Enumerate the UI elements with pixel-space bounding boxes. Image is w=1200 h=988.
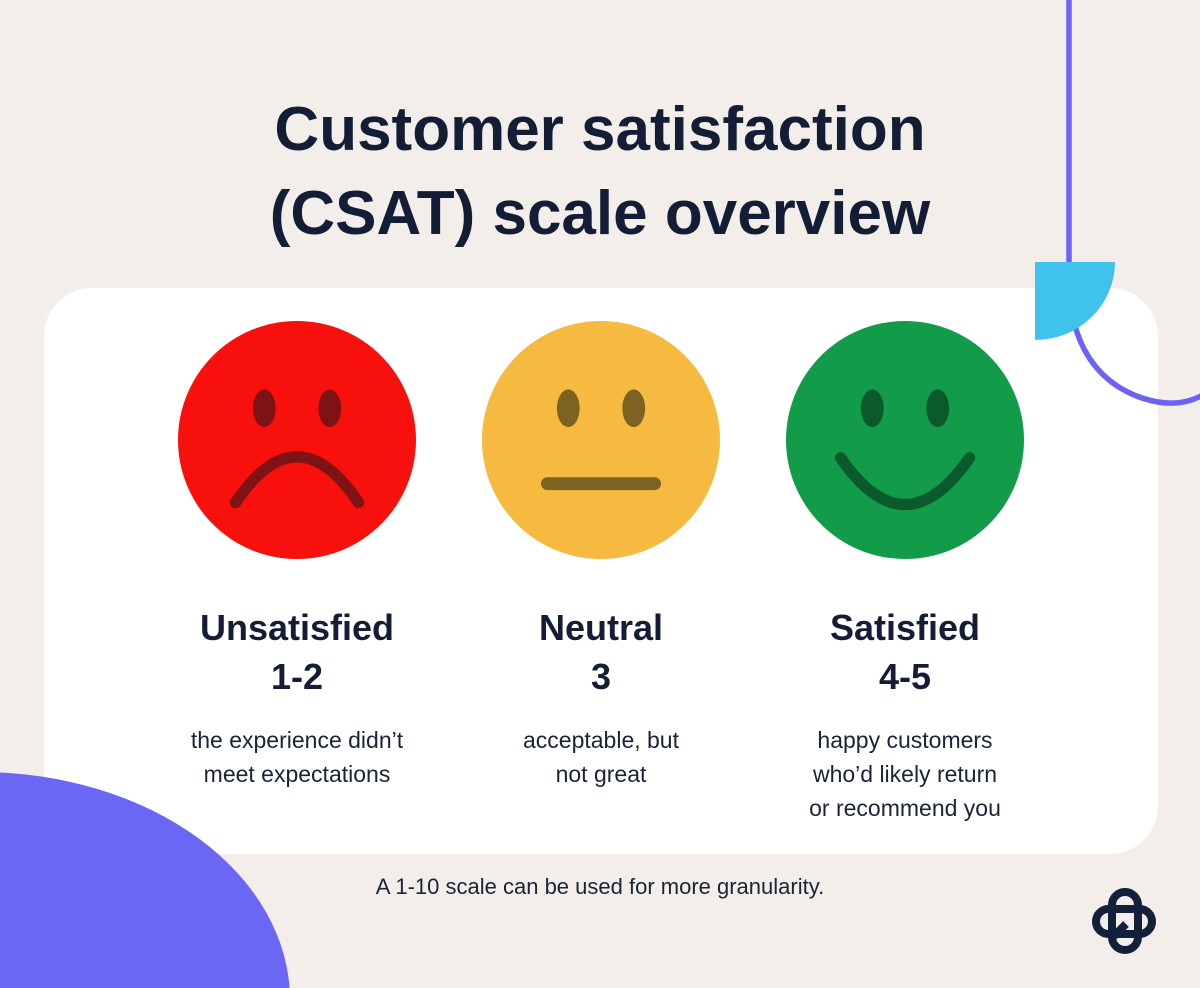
happy-face-icon bbox=[786, 321, 1024, 559]
footnote: A 1-10 scale can be used for more granul… bbox=[375, 874, 825, 899]
sad-face-icon bbox=[178, 321, 416, 559]
scale-item-unsatisfied: Unsatisfied 1-2 the experience didn’t me… bbox=[145, 321, 449, 854]
brand-plus-bubble-logo-icon bbox=[1092, 888, 1156, 954]
scale-item-satisfied: Satisfied 4-5 happy customers who’d like… bbox=[753, 321, 1057, 854]
scale-card: Unsatisfied 1-2 the experience didn’t me… bbox=[44, 288, 1158, 854]
item-range: 1-2 bbox=[270, 656, 324, 697]
scale-item-neutral: Neutral 3 acceptable, but not great bbox=[449, 321, 753, 854]
page-title: Customer satisfaction (CSAT) scale overv… bbox=[0, 88, 1200, 256]
item-heading-unsatisfied: Unsatisfied 1-2 bbox=[145, 603, 449, 701]
neutral-face-icon bbox=[482, 321, 720, 559]
item-range: 4-5 bbox=[878, 656, 932, 697]
item-label: Unsatisfied bbox=[199, 607, 395, 648]
item-description: happy customers who’d likely return or r… bbox=[809, 727, 1001, 821]
item-range: 3 bbox=[590, 656, 612, 697]
item-heading-satisfied: Satisfied 4-5 bbox=[753, 603, 1057, 701]
item-heading-neutral: Neutral 3 bbox=[449, 603, 753, 701]
item-label: Satisfied bbox=[829, 607, 981, 648]
item-description: acceptable, but not great bbox=[522, 727, 679, 787]
item-description: the experience didn’t meet expectations bbox=[190, 727, 404, 787]
page-title-line1: Customer satisfaction bbox=[274, 95, 926, 164]
item-label: Neutral bbox=[538, 607, 664, 648]
page-title-line2: (CSAT) scale overview bbox=[269, 179, 931, 248]
